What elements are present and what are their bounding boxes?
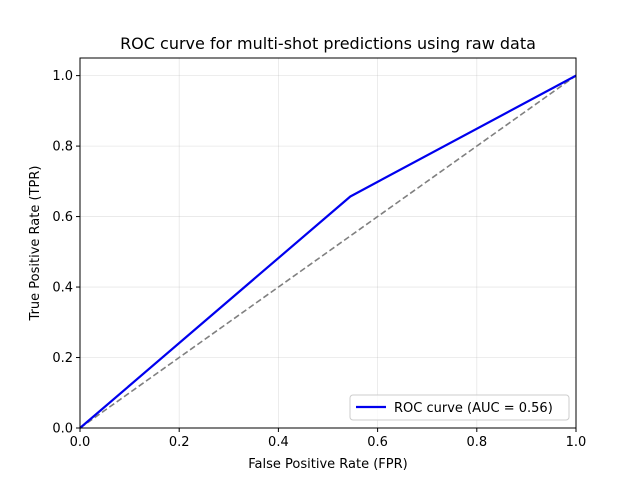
x-tick-label: 0.4 (268, 435, 289, 450)
series-layer (79, 74, 577, 429)
x-tick-label: 0.8 (466, 435, 487, 450)
x-tick-label: 0.0 (70, 435, 91, 450)
x-tick-label: 0.6 (367, 435, 388, 450)
legend-box (349, 394, 570, 421)
x-axis-ticks: 0.0 0.2 0.4 0.6 0.8 1.0 (70, 428, 587, 450)
y-tick-label: 0.4 (52, 281, 73, 296)
y-tick-label: 0.8 (52, 140, 73, 155)
y-tick-label: 0.2 (52, 351, 73, 366)
legend: ROC curve (AUC = 0.56) (349, 394, 570, 421)
roc-curve-line (79, 74, 577, 429)
x-tick-label: 1.0 (566, 435, 587, 450)
y-axis-label: True Positive Rate (TPR) (28, 166, 43, 322)
chance-diagonal-line (79, 74, 577, 429)
y-tick-label: 0.0 (52, 422, 73, 437)
chart-title: ROC curve for multi-shot predictions usi… (120, 34, 536, 53)
x-axis-label: False Positive Rate (FPR) (248, 457, 407, 472)
y-tick-label: 1.0 (52, 69, 73, 84)
legend-label-roc: ROC curve (AUC = 0.56) (394, 401, 553, 416)
plot-frame (79, 57, 577, 429)
y-axis-ticks: 0.0 0.2 0.4 0.6 0.8 1.0 (52, 69, 80, 437)
y-tick-label: 0.6 (52, 210, 73, 225)
x-tick-label: 0.2 (169, 435, 190, 450)
plot-area (80, 58, 576, 428)
